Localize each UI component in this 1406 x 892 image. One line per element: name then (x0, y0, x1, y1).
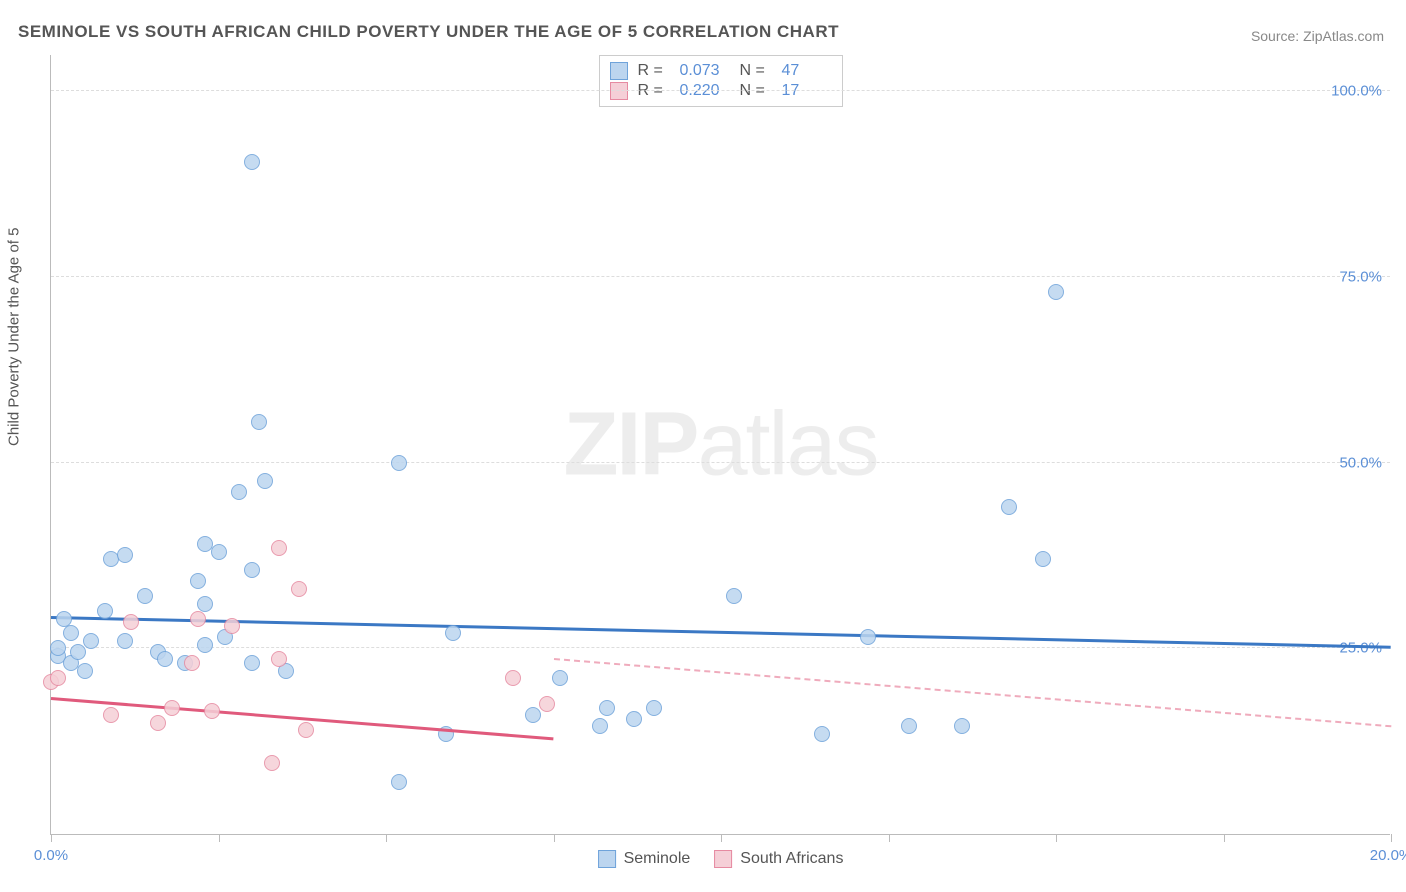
x-tick (219, 834, 220, 842)
series-name: South Africans (740, 850, 843, 868)
legend-n-label: N = (740, 62, 772, 80)
data-point (552, 670, 568, 686)
correlation-legend: R =0.073N =47R =0.220N =17 (599, 55, 843, 107)
data-point (1035, 551, 1051, 567)
data-point (224, 618, 240, 634)
data-point (539, 696, 555, 712)
watermark-bold: ZIP (563, 394, 697, 494)
data-point (117, 547, 133, 563)
data-point (814, 726, 830, 742)
x-tick-label: 20.0% (1370, 847, 1406, 864)
x-tick (386, 834, 387, 842)
x-tick (1224, 834, 1225, 842)
x-tick (1391, 834, 1392, 842)
legend-r-label: R = (638, 62, 670, 80)
legend-r-value: 0.073 (680, 62, 730, 80)
data-point (271, 651, 287, 667)
data-point (150, 715, 166, 731)
x-tick (721, 834, 722, 842)
chart-container: SEMINOLE VS SOUTH AFRICAN CHILD POVERTY … (0, 0, 1406, 892)
data-point (626, 711, 642, 727)
x-tick (889, 834, 890, 842)
x-tick (554, 834, 555, 842)
trend-line (51, 616, 1391, 649)
data-point (63, 625, 79, 641)
data-point (264, 755, 280, 771)
data-point (197, 536, 213, 552)
gridline (51, 647, 1390, 648)
data-point (50, 640, 66, 656)
data-point (244, 655, 260, 671)
legend-swatch (714, 850, 732, 868)
gridline (51, 90, 1390, 91)
trend-line (553, 658, 1391, 727)
series-legend: Seminole South Africans (598, 850, 844, 868)
data-point (231, 484, 247, 500)
gridline (51, 462, 1390, 463)
data-point (164, 700, 180, 716)
data-point (257, 473, 273, 489)
data-point (190, 611, 206, 627)
watermark: ZIPatlas (563, 393, 877, 496)
series-legend-item: Seminole (598, 850, 691, 868)
data-point (77, 663, 93, 679)
data-point (157, 651, 173, 667)
data-point (244, 562, 260, 578)
data-point (525, 707, 541, 723)
y-tick-label: 50.0% (1339, 454, 1382, 471)
data-point (197, 596, 213, 612)
data-point (197, 637, 213, 653)
data-point (505, 670, 521, 686)
legend-n-value: 47 (782, 62, 832, 80)
series-legend-item: South Africans (714, 850, 843, 868)
data-point (83, 633, 99, 649)
data-point (204, 703, 220, 719)
data-point (70, 644, 86, 660)
data-point (117, 633, 133, 649)
data-point (291, 581, 307, 597)
data-point (137, 588, 153, 604)
plot-area: ZIPatlas R =0.073N =47R =0.220N =17 Semi… (50, 55, 1390, 835)
data-point (184, 655, 200, 671)
y-tick-label: 100.0% (1331, 83, 1382, 100)
gridline (51, 276, 1390, 277)
data-point (190, 573, 206, 589)
watermark-rest: atlas (697, 394, 877, 494)
data-point (103, 707, 119, 723)
data-point (646, 700, 662, 716)
data-point (97, 603, 113, 619)
chart-title: SEMINOLE VS SOUTH AFRICAN CHILD POVERTY … (18, 22, 839, 42)
x-tick-label: 0.0% (34, 847, 68, 864)
data-point (391, 774, 407, 790)
y-tick-label: 75.0% (1339, 268, 1382, 285)
data-point (50, 670, 66, 686)
data-point (271, 540, 287, 556)
data-point (726, 588, 742, 604)
series-name: Seminole (624, 850, 691, 868)
data-point (244, 154, 260, 170)
data-point (1048, 284, 1064, 300)
data-point (123, 614, 139, 630)
legend-row: R = 0.073 N = 47 (610, 62, 832, 80)
data-point (211, 544, 227, 560)
data-point (298, 722, 314, 738)
data-point (599, 700, 615, 716)
x-tick (1056, 834, 1057, 842)
y-axis-label: Child Poverty Under the Age of 5 (6, 228, 23, 446)
source-label: Source: ZipAtlas.com (1251, 28, 1384, 44)
x-tick (51, 834, 52, 842)
data-point (1001, 499, 1017, 515)
data-point (391, 455, 407, 471)
data-point (445, 625, 461, 641)
data-point (860, 629, 876, 645)
legend-swatch (598, 850, 616, 868)
legend-swatch (610, 62, 628, 80)
data-point (592, 718, 608, 734)
data-point (901, 718, 917, 734)
data-point (251, 414, 267, 430)
data-point (954, 718, 970, 734)
data-point (56, 611, 72, 627)
